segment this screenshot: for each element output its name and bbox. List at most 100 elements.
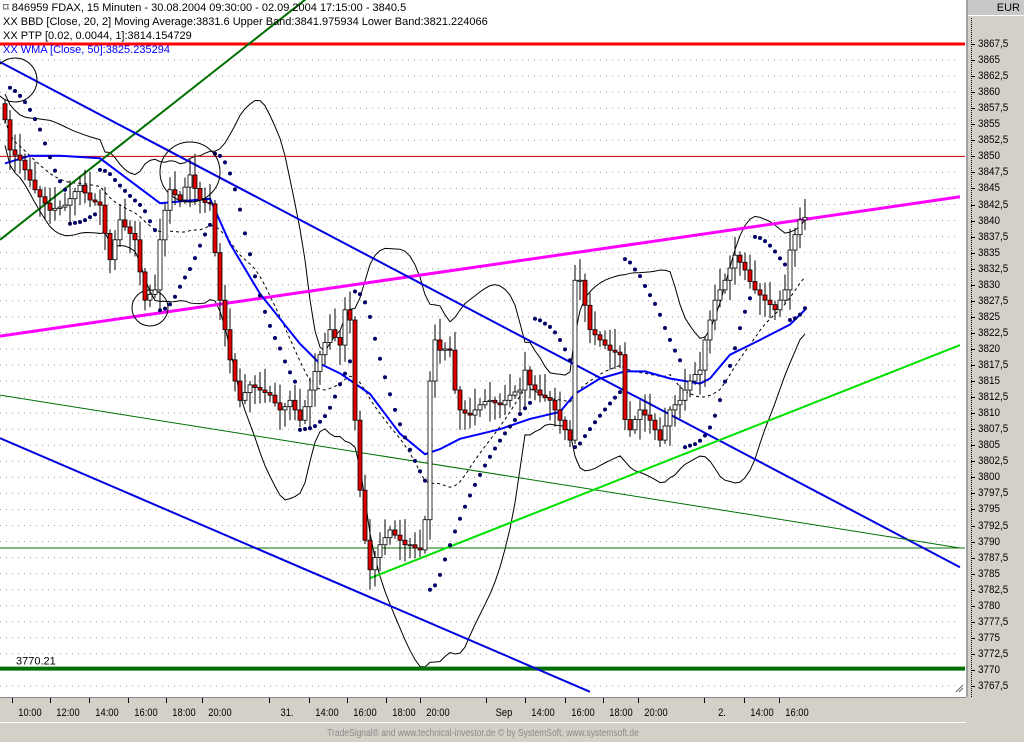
candle[interactable] bbox=[217, 243, 223, 321]
candle[interactable] bbox=[332, 308, 338, 342]
candle[interactable] bbox=[487, 382, 493, 422]
candle[interactable] bbox=[327, 314, 333, 350]
candle[interactable] bbox=[177, 191, 183, 208]
candle[interactable] bbox=[447, 336, 453, 358]
candle[interactable] bbox=[252, 375, 258, 405]
candle[interactable] bbox=[107, 229, 113, 274]
candle[interactable] bbox=[517, 377, 523, 412]
candle[interactable] bbox=[697, 351, 703, 395]
candle[interactable] bbox=[202, 187, 208, 213]
candle[interactable] bbox=[47, 187, 53, 224]
candle[interactable] bbox=[287, 390, 293, 421]
candle[interactable] bbox=[682, 368, 688, 411]
candle[interactable] bbox=[417, 529, 423, 557]
candle[interactable] bbox=[742, 252, 748, 281]
candle[interactable] bbox=[442, 342, 448, 361]
candle[interactable] bbox=[662, 407, 668, 444]
candle[interactable] bbox=[307, 377, 313, 427]
candle[interactable] bbox=[117, 204, 123, 247]
candle[interactable] bbox=[222, 284, 228, 347]
candle[interactable] bbox=[2, 99, 8, 124]
price-axis[interactable]: EUR 3767,5 3770 3772,5 3775 3777,5 3780 3782,5… bbox=[966, 0, 1024, 697]
candle[interactable] bbox=[362, 474, 368, 545]
candle[interactable] bbox=[647, 393, 653, 434]
candle[interactable] bbox=[347, 291, 353, 334]
candle[interactable] bbox=[167, 177, 173, 224]
candle[interactable] bbox=[17, 133, 23, 174]
candle[interactable] bbox=[407, 538, 413, 559]
legend-bollinger[interactable]: XX BBD [Close, 20, 2] Moving Average:383… bbox=[3, 16, 488, 28]
candle[interactable] bbox=[692, 362, 698, 385]
candle[interactable] bbox=[507, 373, 513, 408]
candle[interactable] bbox=[317, 350, 323, 385]
candle[interactable] bbox=[132, 220, 138, 257]
candle[interactable] bbox=[127, 220, 133, 254]
candle[interactable] bbox=[52, 187, 58, 221]
candle[interactable] bbox=[187, 159, 193, 208]
candle[interactable] bbox=[142, 268, 148, 311]
candle[interactable] bbox=[702, 336, 708, 387]
candle[interactable] bbox=[57, 200, 63, 216]
candle[interactable] bbox=[197, 181, 203, 214]
candle[interactable] bbox=[22, 153, 28, 181]
candle[interactable] bbox=[667, 406, 673, 446]
candle[interactable] bbox=[7, 110, 13, 170]
candle[interactable] bbox=[297, 388, 303, 428]
candle[interactable] bbox=[767, 281, 773, 319]
candle[interactable] bbox=[412, 532, 418, 559]
candle[interactable] bbox=[527, 366, 533, 399]
candle[interactable] bbox=[357, 410, 363, 498]
candle[interactable] bbox=[552, 387, 558, 427]
candle[interactable] bbox=[652, 413, 658, 441]
candle[interactable] bbox=[607, 329, 613, 371]
candle[interactable] bbox=[572, 264, 578, 444]
candle[interactable] bbox=[582, 273, 588, 322]
resize-handle-icon[interactable] bbox=[955, 684, 964, 693]
candle[interactable] bbox=[277, 384, 283, 430]
candle[interactable] bbox=[472, 388, 478, 426]
candle[interactable] bbox=[12, 134, 18, 172]
candle[interactable] bbox=[337, 330, 343, 365]
candle[interactable] bbox=[592, 311, 598, 346]
candle[interactable] bbox=[622, 342, 628, 430]
candle[interactable] bbox=[452, 331, 458, 394]
candle[interactable] bbox=[462, 400, 468, 430]
candle[interactable] bbox=[372, 550, 378, 587]
candle[interactable] bbox=[432, 324, 438, 398]
candle[interactable] bbox=[207, 184, 213, 211]
candle[interactable] bbox=[732, 236, 738, 285]
candle[interactable] bbox=[747, 254, 753, 289]
candle[interactable] bbox=[162, 203, 168, 257]
candle[interactable] bbox=[657, 417, 663, 448]
candle[interactable] bbox=[352, 316, 358, 431]
candle[interactable] bbox=[627, 401, 633, 437]
candle[interactable] bbox=[632, 415, 638, 434]
candle[interactable] bbox=[547, 391, 553, 421]
candle[interactable] bbox=[792, 227, 798, 267]
candle[interactable] bbox=[102, 186, 108, 251]
candle[interactable] bbox=[387, 526, 393, 545]
candle[interactable] bbox=[422, 515, 428, 554]
candle[interactable] bbox=[602, 330, 608, 349]
candle[interactable] bbox=[237, 368, 243, 408]
candle[interactable] bbox=[27, 157, 33, 188]
candle[interactable] bbox=[192, 153, 198, 206]
candle[interactable] bbox=[392, 520, 398, 539]
candle[interactable] bbox=[137, 221, 143, 286]
candle[interactable] bbox=[112, 230, 118, 270]
candle[interactable] bbox=[707, 310, 713, 354]
candle[interactable] bbox=[397, 519, 403, 561]
candle[interactable] bbox=[212, 200, 218, 257]
candle[interactable] bbox=[737, 251, 743, 276]
candle[interactable] bbox=[542, 373, 548, 402]
candle[interactable] bbox=[182, 177, 188, 204]
candle[interactable] bbox=[522, 351, 528, 407]
candle[interactable] bbox=[752, 260, 758, 294]
candle[interactable] bbox=[642, 394, 648, 432]
candle[interactable] bbox=[537, 374, 543, 403]
candle[interactable] bbox=[282, 402, 288, 427]
candle[interactable] bbox=[637, 400, 643, 440]
candle[interactable] bbox=[772, 300, 778, 321]
candle[interactable] bbox=[457, 386, 463, 430]
candle[interactable] bbox=[92, 193, 98, 206]
